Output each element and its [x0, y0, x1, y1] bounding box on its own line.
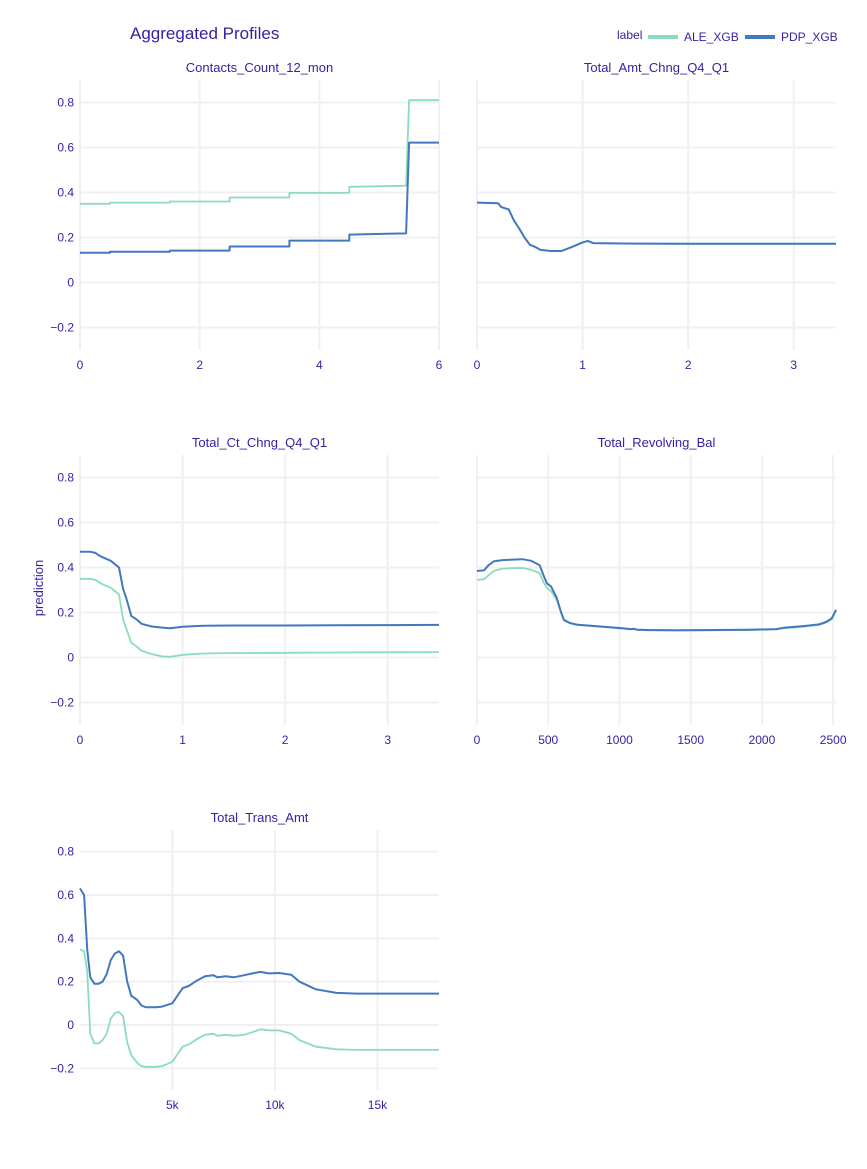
y-tick-label: 0.8 — [57, 845, 74, 859]
x-tick-label: 5k — [166, 1098, 180, 1112]
x-tick-label: 6 — [436, 358, 443, 372]
series-line-ale — [79, 948, 439, 1068]
subplot-total-ct-chng: Total_Ct_Chng_Q4_Q1 −0.2 0 0.2 0.4 0.6 0.8 0 1 2 3 — [50, 435, 440, 747]
subplot-total-amt-chng: Total_Amt_Chng_Q4_Q1 0 1 2 3 — [474, 60, 836, 372]
y-tick-label: 0 — [67, 276, 74, 290]
series-line-ale — [80, 577, 440, 658]
subplot-title: Total_Amt_Chng_Q4_Q1 — [584, 60, 729, 75]
y-tick-label: −0.2 — [50, 696, 74, 710]
y-tick-label: 0.8 — [57, 471, 74, 485]
y-tick-label: 0.6 — [57, 888, 74, 902]
subplot-title: Total_Ct_Chng_Q4_Q1 — [192, 435, 327, 450]
legend-title: label — [617, 28, 642, 42]
x-tick-label: 3 — [790, 358, 797, 372]
x-tick-label: 2 — [196, 358, 203, 372]
x-tick-label: 0 — [474, 733, 481, 747]
y-tick-label: −0.2 — [50, 321, 74, 335]
subplot-total-trans-amt: Total_Trans_Amt −0.2 0 0.2 0.4 0.6 0.8 5k 10k 15k — [50, 810, 439, 1112]
x-tick-label: 2 — [282, 733, 289, 747]
y-tick-label: 0 — [67, 651, 74, 665]
legend-label-pdp: PDP_XGB — [781, 30, 838, 44]
y-tick-label: 0.4 — [57, 561, 74, 575]
series-line-pdp — [80, 550, 440, 630]
y-tick-label: 0.6 — [57, 516, 74, 530]
series-line-pdp — [80, 141, 439, 254]
x-tick-label: 0 — [474, 358, 481, 372]
subplot-title: Total_Trans_Amt — [211, 810, 309, 825]
x-tick-label: 2000 — [749, 733, 776, 747]
x-tick-label: 1500 — [677, 733, 704, 747]
x-tick-label: 3 — [384, 733, 391, 747]
y-tick-label: 0.4 — [57, 931, 74, 945]
x-tick-label: 2500 — [820, 733, 847, 747]
subplot-contacts-count: Contacts_Count_12_mon −0.2 0 0.2 0.4 0.6 0.8 0 2… — [50, 60, 442, 372]
series-line-pdp — [79, 887, 439, 1009]
y-tick-label: 0.8 — [57, 96, 74, 110]
subplot-title: Total_Revolving_Bal — [598, 435, 716, 450]
x-tick-label: 10k — [265, 1098, 285, 1112]
x-tick-label: 2 — [685, 358, 692, 372]
x-tick-label: 0 — [77, 733, 84, 747]
y-tick-label: 0.4 — [57, 186, 74, 200]
y-tick-label: 0.2 — [57, 975, 74, 989]
legend-label-ale: ALE_XGB — [684, 30, 739, 44]
x-tick-label: 0 — [77, 358, 84, 372]
subplot-total-revolving-bal: Total_Revolving_Bal 0 500 1000 1500 2000 2500 — [474, 435, 847, 747]
series-line-pdp — [476, 201, 836, 252]
x-tick-label: 1000 — [606, 733, 633, 747]
y-tick-label: −0.2 — [50, 1061, 74, 1075]
x-tick-label: 500 — [538, 733, 558, 747]
x-tick-label: 1 — [579, 358, 586, 372]
series-line-ale — [476, 567, 837, 632]
x-tick-label: 15k — [368, 1098, 388, 1112]
y-tick-label: 0.2 — [57, 231, 74, 245]
x-tick-label: 1 — [179, 733, 186, 747]
y-tick-label: 0.2 — [57, 606, 74, 620]
series-line-ale — [80, 99, 439, 205]
series-line-pdp — [476, 558, 837, 632]
y-tick-label: 0.6 — [57, 141, 74, 155]
y-tick-label: 0 — [67, 1018, 74, 1032]
y-axis-label: prediction — [31, 560, 46, 616]
chart-title: Aggregated Profiles — [130, 24, 279, 43]
legend: label ALE_XGB PDP_XGB — [617, 28, 838, 44]
subplot-title: Contacts_Count_12_mon — [186, 60, 333, 75]
x-tick-label: 4 — [316, 358, 323, 372]
